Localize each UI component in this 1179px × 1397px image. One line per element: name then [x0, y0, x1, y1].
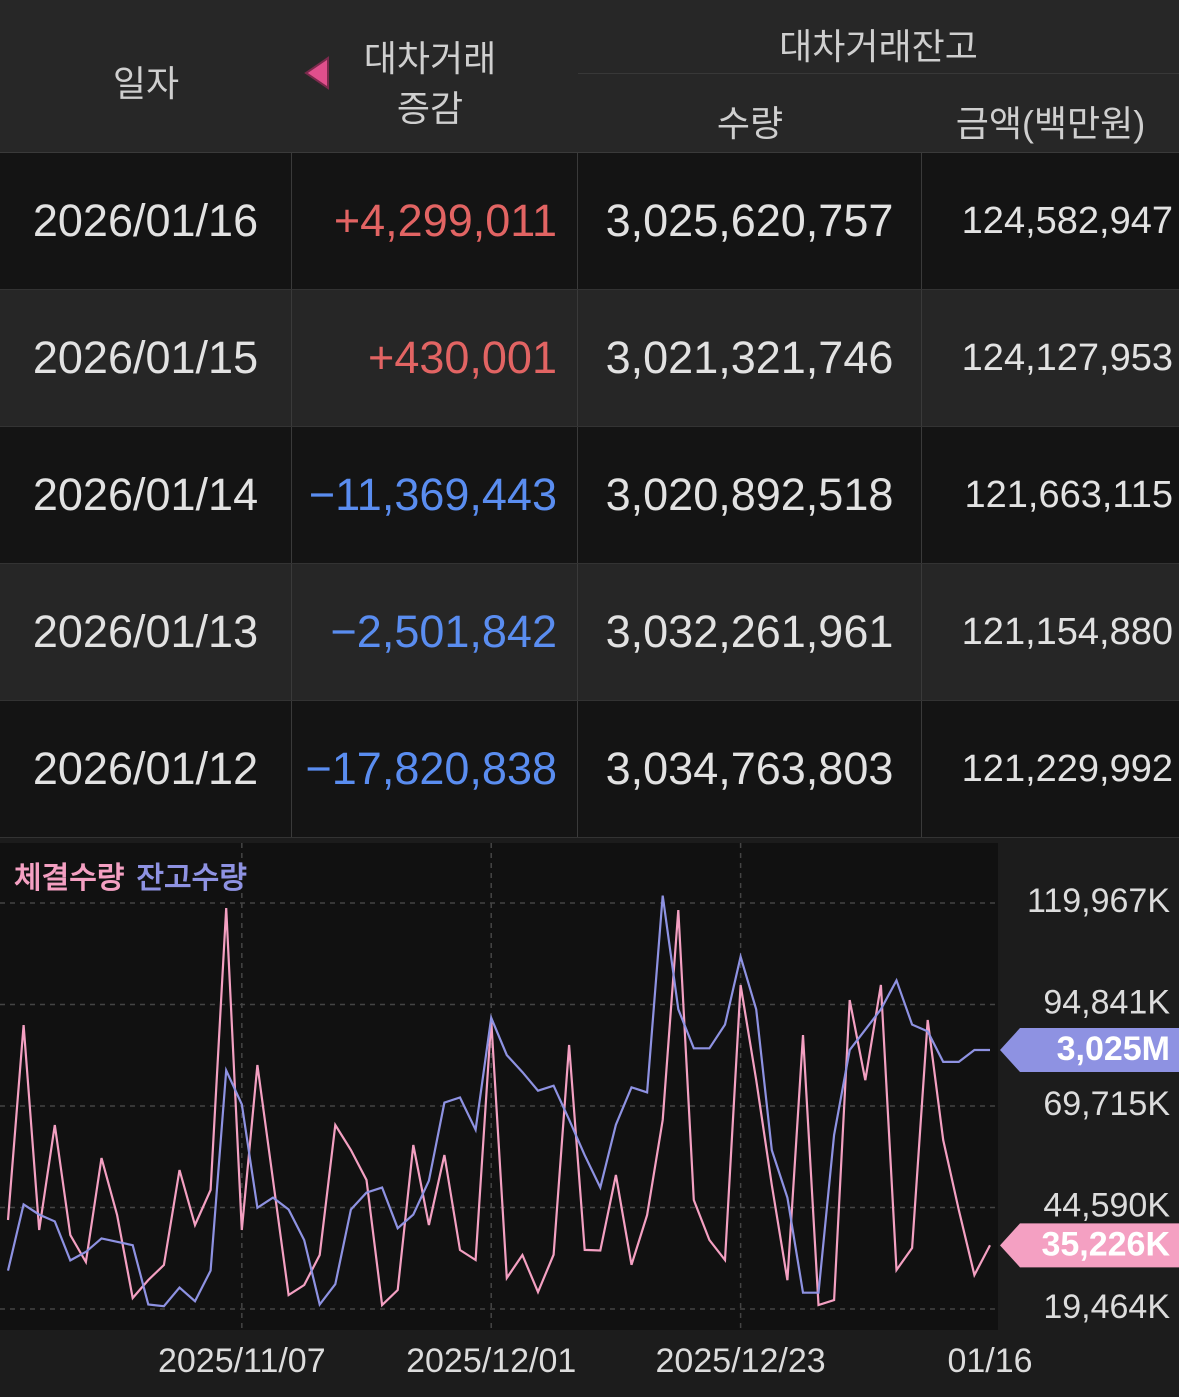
y-tick-label: 94,841K — [1043, 983, 1170, 1021]
sort-arrow[interactable] — [302, 56, 332, 92]
cell: 2026/01/15 — [0, 290, 292, 426]
value-badge: 3,025M — [1000, 1028, 1179, 1073]
cell: 3,020,892,518 — [578, 427, 922, 563]
cell: +4,299,011 — [292, 153, 578, 289]
table-row[interactable]: 2026/01/14 −11,369,443 3,020,892,518 121,66… — [0, 427, 1179, 564]
cell: −11,369,443 — [292, 427, 578, 563]
header-balance: 대차거래잔고 — [779, 26, 978, 67]
series-line — [6, 908, 991, 1308]
cell: 2026/01/16 — [0, 153, 292, 289]
cell: 3,034,763,803 — [578, 701, 922, 837]
table-header: 일자 대차거래 증감 대차거래잔고 수량 금액(백만원) — [0, 0, 1179, 153]
cell: 3,032,261,961 — [578, 564, 922, 700]
header-amount: 금액(백만원) — [955, 103, 1146, 144]
legend-entry: 잔고수량 — [136, 862, 247, 895]
header-change: 증감 — [396, 88, 464, 129]
cell: −2,501,842 — [292, 564, 578, 700]
header-date: 일자 — [112, 63, 180, 104]
x-tick-label: 2025/12/23 — [656, 1342, 826, 1380]
table-row[interactable]: 2026/01/13 −2,501,842 3,032,261,961 121,154… — [0, 564, 1179, 701]
x-tick-label: 01/16 — [947, 1342, 1032, 1380]
badge-shape — [1000, 1223, 1179, 1268]
cell: 121,229,992 — [961, 748, 1173, 790]
cell: 124,127,953 — [961, 337, 1173, 379]
series-line — [6, 895, 990, 1308]
table-row[interactable]: 2026/01/16 +4,299,011 3,025,620,757 124,582… — [0, 153, 1179, 290]
y-tick-label: 19,464K — [1043, 1288, 1170, 1326]
x-tick-label: 2025/11/07 — [158, 1342, 326, 1380]
cell: −17,820,838 — [292, 701, 578, 837]
cell: 2026/01/12 — [0, 701, 292, 837]
y-tick-label: 44,590K — [1043, 1186, 1170, 1224]
header-change: 대차거래 — [363, 38, 497, 79]
chart: 119,967K 94,841K 69,715K 44,590K 19,464K 2025… — [0, 840, 1179, 1397]
cell: 2026/01/14 — [0, 427, 292, 563]
cell: +430,001 — [292, 290, 578, 426]
cell: 3,025,620,757 — [578, 153, 922, 289]
cell: 3,021,321,746 — [578, 290, 922, 426]
value-badge: 35,226K — [1000, 1223, 1179, 1268]
plot-bg — [0, 843, 998, 1330]
badge-shape — [1000, 1028, 1179, 1073]
divider — [578, 73, 1179, 74]
header-quantity: 수량 — [716, 103, 784, 144]
value-label: 35,226K — [1041, 1225, 1170, 1263]
value-label: 3,025M — [1057, 1030, 1170, 1068]
cell: 2026/01/13 — [0, 564, 292, 700]
table-row[interactable]: 2026/01/12 −17,820,838 3,034,763,803 121,22… — [0, 701, 1179, 838]
table-row[interactable]: 2026/01/15 +430,001 3,021,321,746 124,127,9… — [0, 290, 1179, 427]
table-body: 2026/01/16 +4,299,011 3,025,620,757 124,582… — [0, 153, 1179, 838]
x-tick-label: 2025/12/01 — [406, 1342, 576, 1380]
cell: 124,582,947 — [961, 200, 1173, 242]
cell: 121,663,115 — [964, 474, 1174, 516]
y-tick-label: 119,967K — [1027, 882, 1170, 920]
y-tick-label: 69,715K — [1043, 1085, 1170, 1123]
legend-entry: 체결수량 — [14, 862, 125, 895]
cell: 121,154,880 — [961, 611, 1173, 653]
